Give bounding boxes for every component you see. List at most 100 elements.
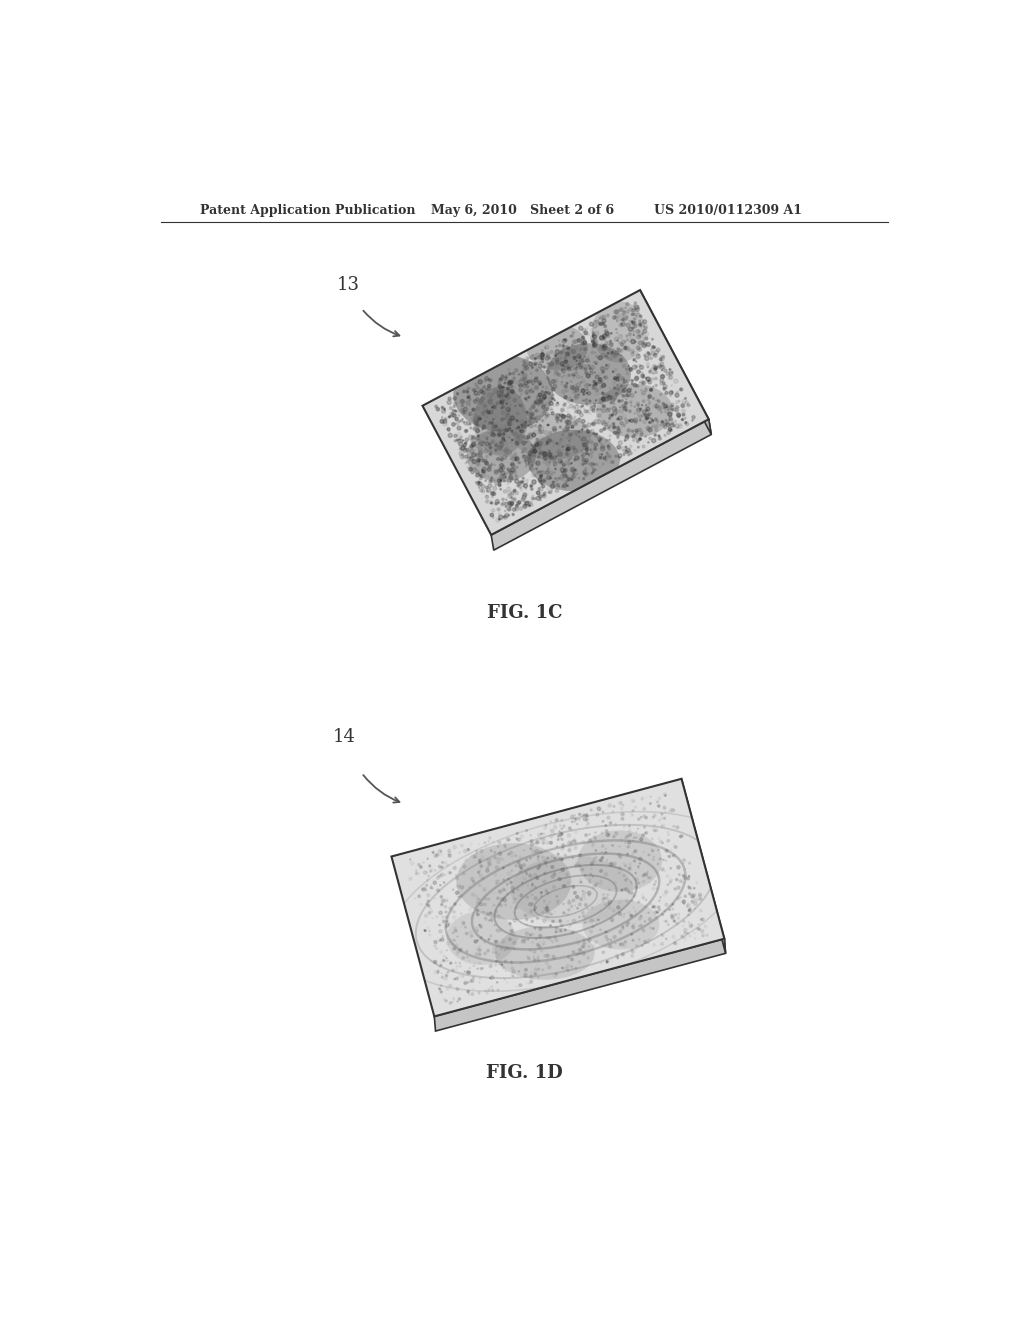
- Circle shape: [520, 488, 523, 491]
- Circle shape: [568, 374, 570, 376]
- Circle shape: [472, 855, 474, 858]
- Circle shape: [571, 345, 573, 346]
- Circle shape: [631, 915, 632, 916]
- Polygon shape: [547, 343, 631, 405]
- Circle shape: [608, 903, 610, 906]
- Circle shape: [604, 422, 606, 424]
- Circle shape: [521, 425, 522, 426]
- Circle shape: [471, 434, 475, 440]
- Circle shape: [476, 429, 479, 433]
- Circle shape: [530, 842, 534, 846]
- Circle shape: [556, 442, 558, 445]
- Polygon shape: [454, 355, 553, 432]
- Circle shape: [630, 388, 632, 389]
- Circle shape: [540, 454, 542, 455]
- Circle shape: [511, 974, 513, 975]
- Circle shape: [585, 921, 586, 923]
- Circle shape: [519, 430, 520, 432]
- Circle shape: [706, 935, 708, 936]
- Circle shape: [450, 416, 452, 417]
- Circle shape: [574, 397, 577, 399]
- Circle shape: [610, 917, 613, 921]
- Circle shape: [594, 420, 598, 424]
- Circle shape: [548, 453, 552, 457]
- Circle shape: [699, 909, 702, 912]
- Circle shape: [519, 384, 522, 387]
- Circle shape: [499, 515, 503, 519]
- Circle shape: [570, 475, 574, 479]
- Circle shape: [539, 399, 543, 401]
- Circle shape: [442, 920, 445, 923]
- Circle shape: [693, 903, 697, 906]
- Circle shape: [435, 405, 437, 408]
- Circle shape: [472, 459, 476, 463]
- Circle shape: [466, 449, 469, 451]
- Circle shape: [547, 440, 551, 442]
- Circle shape: [629, 411, 631, 412]
- Circle shape: [440, 420, 444, 424]
- Circle shape: [598, 414, 601, 417]
- Circle shape: [441, 407, 443, 408]
- Circle shape: [640, 325, 642, 327]
- Circle shape: [677, 414, 680, 417]
- Circle shape: [572, 387, 575, 391]
- Circle shape: [498, 502, 500, 504]
- Circle shape: [628, 891, 630, 892]
- Circle shape: [633, 895, 636, 898]
- Circle shape: [525, 502, 529, 506]
- Circle shape: [628, 891, 631, 894]
- Circle shape: [689, 908, 691, 911]
- Circle shape: [613, 432, 616, 434]
- Circle shape: [455, 962, 457, 964]
- Circle shape: [513, 919, 516, 921]
- Circle shape: [602, 950, 605, 954]
- Circle shape: [511, 467, 515, 471]
- Circle shape: [499, 890, 502, 894]
- Circle shape: [566, 447, 570, 450]
- Circle shape: [486, 455, 488, 458]
- Polygon shape: [495, 927, 595, 979]
- Circle shape: [671, 391, 673, 393]
- Circle shape: [481, 490, 484, 492]
- Circle shape: [555, 358, 559, 362]
- Circle shape: [452, 932, 454, 933]
- Circle shape: [546, 862, 547, 863]
- Circle shape: [477, 458, 480, 462]
- Circle shape: [511, 961, 512, 962]
- Circle shape: [524, 494, 526, 496]
- Circle shape: [475, 927, 478, 929]
- Circle shape: [542, 392, 546, 396]
- Circle shape: [454, 434, 457, 437]
- Circle shape: [573, 891, 577, 894]
- Circle shape: [495, 503, 498, 504]
- Circle shape: [621, 942, 624, 945]
- Circle shape: [650, 418, 652, 420]
- Circle shape: [452, 412, 454, 414]
- Circle shape: [554, 478, 556, 479]
- Circle shape: [570, 399, 572, 401]
- Circle shape: [522, 495, 526, 499]
- Circle shape: [602, 409, 605, 413]
- Circle shape: [649, 437, 651, 440]
- Circle shape: [441, 899, 444, 903]
- Circle shape: [621, 323, 623, 325]
- Circle shape: [528, 903, 531, 906]
- Circle shape: [455, 440, 457, 442]
- Circle shape: [653, 346, 655, 348]
- Circle shape: [547, 378, 548, 379]
- Circle shape: [595, 331, 599, 335]
- Circle shape: [589, 454, 592, 458]
- Circle shape: [509, 494, 511, 496]
- Circle shape: [532, 407, 535, 408]
- Circle shape: [655, 428, 658, 432]
- Circle shape: [664, 422, 667, 425]
- Circle shape: [618, 912, 622, 915]
- Circle shape: [570, 467, 574, 471]
- Circle shape: [536, 876, 539, 879]
- Circle shape: [545, 403, 548, 405]
- Circle shape: [545, 387, 548, 389]
- Circle shape: [591, 329, 594, 331]
- Circle shape: [658, 436, 659, 437]
- Circle shape: [669, 880, 672, 883]
- Circle shape: [499, 962, 502, 965]
